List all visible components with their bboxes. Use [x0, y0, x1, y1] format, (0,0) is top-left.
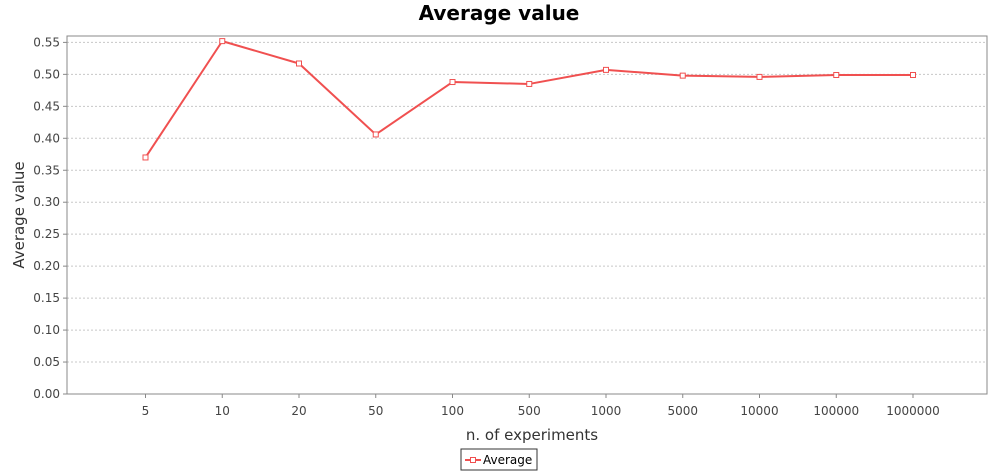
y-tick-label: 0.15 [33, 291, 60, 305]
y-axis-ticks: 0.00 0.05 0.10 0.15 0.20 0.25 0.30 0.35 0.40 0.45… [33, 35, 67, 401]
x-axis-ticks: 5 10 20 50 100 500 1000 5000 10000 100000 1000000 [142, 394, 940, 418]
data-point [910, 71, 916, 78]
data-point [833, 71, 840, 78]
x-axis-label: n. of experiments [466, 426, 598, 444]
data-point [679, 72, 686, 79]
data-point [756, 73, 763, 80]
x-tick-label: 1000000 [886, 404, 939, 418]
data-point [142, 154, 149, 161]
data-point [603, 66, 609, 73]
y-tick-label: 0.30 [33, 195, 60, 209]
y-tick-label: 0.25 [33, 227, 60, 241]
x-tick-label: 20 [291, 404, 306, 418]
y-tick-label: 0.05 [33, 355, 60, 369]
y-tick-label: 0.35 [33, 163, 60, 177]
x-tick-label: 500 [518, 404, 541, 418]
y-tick-label: 0.00 [33, 387, 60, 401]
y-tick-label: 0.20 [33, 259, 60, 273]
x-tick-label: 10000 [740, 404, 778, 418]
legend-marker-swatch [470, 457, 476, 463]
x-tick-label: 100 [441, 404, 464, 418]
legend: Average [460, 448, 538, 471]
x-tick-label: 5 [142, 404, 150, 418]
data-point [296, 60, 302, 67]
data-point [219, 38, 226, 45]
y-tick-label: 0.40 [33, 131, 60, 145]
series-line-average [144, 40, 913, 159]
grid-lines [67, 41, 987, 363]
x-tick-label: 100000 [813, 404, 859, 418]
x-tick-label: 1000 [591, 404, 622, 418]
data-point [526, 80, 533, 87]
legend-label-average: Average [483, 453, 532, 467]
y-tick-label: 0.55 [33, 35, 60, 49]
legend-box [460, 448, 538, 471]
data-point [372, 131, 379, 138]
x-tick-label: 5000 [667, 404, 698, 418]
x-tick-label: 50 [368, 404, 383, 418]
data-point [449, 79, 456, 86]
y-axis-label: Average value [10, 161, 28, 268]
plot-area [66, 35, 988, 395]
y-tick-label: 0.45 [33, 99, 60, 113]
series-layer [142, 38, 916, 161]
y-tick-label: 0.50 [33, 67, 60, 81]
chart-title: Average value [419, 1, 580, 25]
y-tick-label: 0.10 [33, 323, 60, 337]
x-tick-label: 10 [215, 404, 230, 418]
